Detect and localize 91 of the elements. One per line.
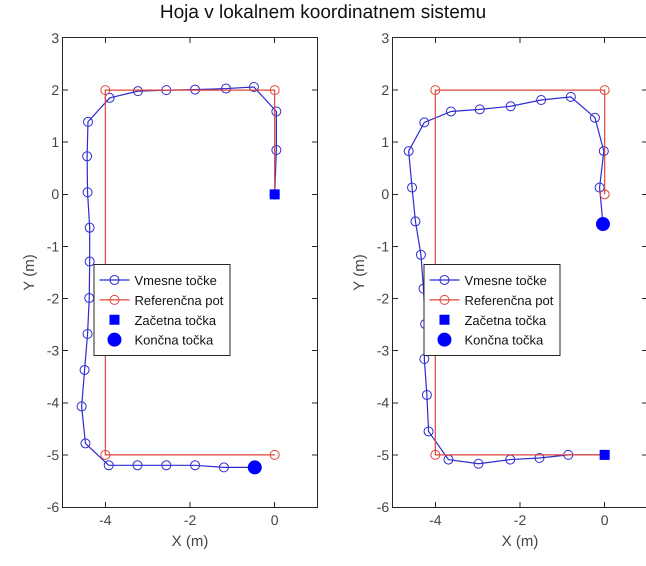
point (474, 458, 484, 469)
chart-title: Hoja v lokalnem koordinatnem sistemu (158, 2, 488, 24)
y-tick-label: 0 (51, 186, 60, 202)
legend-label: Vmesne točke (134, 273, 217, 288)
y-tick-label: -5 (376, 446, 390, 463)
point (76, 401, 87, 412)
point (419, 354, 430, 364)
y-tick-label: -4 (46, 394, 60, 411)
point (271, 145, 282, 156)
point (600, 189, 610, 200)
point (82, 328, 93, 339)
point (474, 104, 485, 114)
y-tick-label: 3 (381, 30, 390, 46)
y-tick-label: 2 (381, 82, 390, 98)
legend-label: Končna točka (134, 332, 214, 348)
legend-label: Začetna točka (464, 312, 547, 328)
point (600, 85, 610, 96)
y-tick-label: -4 (376, 394, 390, 411)
x-axis-title: X (m) (502, 532, 538, 550)
x-axis-title: X (m) (172, 532, 208, 550)
x-tick-label: -4 (429, 512, 442, 528)
point (443, 454, 454, 465)
point (161, 85, 172, 96)
y-axis-title: Y (m) (20, 254, 38, 291)
point (410, 216, 420, 226)
point (419, 117, 430, 128)
point (270, 450, 280, 460)
point (84, 256, 95, 267)
legend-label: Končna točka (464, 332, 544, 348)
point (407, 182, 418, 193)
y-tick-label: 0 (381, 186, 390, 202)
point (220, 84, 231, 94)
point (563, 450, 574, 460)
x-tick-label: -4 (99, 512, 112, 528)
point (132, 460, 143, 470)
y-tick-label: 1 (381, 134, 390, 150)
x-tick-label: -2 (184, 512, 196, 528)
point (218, 462, 229, 472)
point (190, 84, 200, 95)
point (82, 116, 93, 127)
point (104, 460, 114, 470)
point (506, 101, 516, 112)
y-tick-label: -3 (376, 342, 390, 359)
point (566, 92, 576, 102)
x-tick-label: -2 (514, 512, 526, 528)
point (430, 85, 440, 96)
y-tick-label: 3 (51, 30, 60, 46)
point (80, 438, 90, 448)
point (84, 222, 95, 233)
point (132, 86, 143, 96)
y-tick-label: -2 (46, 290, 60, 306)
y-tick-label: -1 (376, 238, 390, 254)
legend-label: Referenčna pot (134, 292, 224, 308)
point (82, 151, 92, 162)
point (446, 106, 456, 116)
legend-label: Vmesne točke (464, 273, 547, 288)
y-tick-label: -6 (46, 498, 60, 515)
point (590, 112, 600, 123)
point (161, 460, 172, 470)
point (534, 453, 544, 464)
x-tick-label: 0 (600, 512, 609, 528)
point (104, 92, 115, 103)
point (598, 146, 609, 156)
x-tick-label: 0 (270, 512, 279, 528)
point (270, 85, 280, 96)
point (424, 426, 434, 436)
y-tick-label: -6 (376, 498, 390, 515)
point (404, 146, 414, 156)
point (594, 182, 605, 193)
y-tick-label: -1 (46, 238, 60, 254)
point (430, 450, 440, 460)
legend-label: Referenčna pot (464, 292, 554, 308)
point (100, 85, 110, 96)
point (100, 450, 110, 460)
point (416, 250, 426, 260)
point (422, 390, 432, 400)
point (84, 293, 94, 304)
point (271, 106, 282, 116)
y-tick-label: -5 (46, 446, 60, 463)
point (80, 364, 90, 375)
point (536, 95, 546, 106)
point (248, 82, 259, 92)
point (505, 454, 516, 465)
y-axis-title: Y (m) (350, 254, 368, 291)
y-tick-label: -3 (46, 342, 60, 359)
y-tick-label: 1 (51, 134, 60, 150)
point (190, 460, 200, 470)
y-tick-label: -2 (376, 290, 390, 306)
legend-label: Začetna točka (134, 312, 217, 328)
y-tick-label: 2 (51, 82, 60, 98)
point (82, 187, 93, 198)
